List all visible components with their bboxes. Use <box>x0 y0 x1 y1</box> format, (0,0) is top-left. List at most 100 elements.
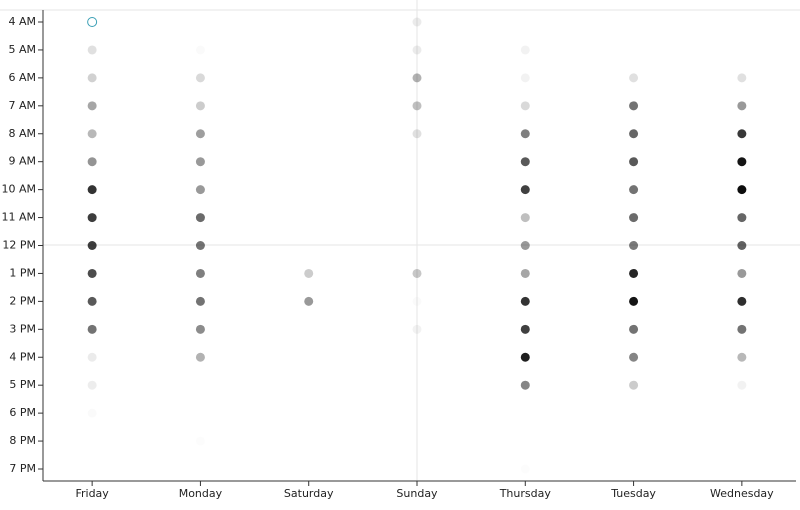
x-tick-label: Tuesday <box>610 487 656 500</box>
dot <box>195 157 205 167</box>
dot-highlighted <box>87 17 98 27</box>
dot <box>520 296 530 306</box>
dot <box>304 296 314 306</box>
dot <box>87 185 97 195</box>
x-tick-label: Saturday <box>284 487 334 500</box>
dot <box>520 324 530 334</box>
dot <box>87 268 97 278</box>
dot <box>737 352 747 362</box>
x-tick-label: Sunday <box>396 487 438 500</box>
dot <box>521 465 530 474</box>
dot <box>629 129 639 139</box>
x-tick-label: Thursday <box>499 487 552 500</box>
dot <box>520 157 530 167</box>
dot <box>195 296 205 306</box>
dot <box>412 73 422 83</box>
dot <box>87 296 97 306</box>
y-tick-label: 8 AM <box>8 127 36 140</box>
y-tick-label: 4 PM <box>9 350 36 363</box>
dot <box>87 213 97 223</box>
dot <box>629 157 639 167</box>
dot <box>520 241 530 250</box>
dot <box>629 296 639 306</box>
dot <box>87 241 97 250</box>
y-tick-label: 11 AM <box>1 211 36 224</box>
dot <box>629 352 639 362</box>
dot <box>737 101 747 111</box>
dot <box>629 241 639 250</box>
dot <box>520 129 530 139</box>
dot <box>520 352 530 362</box>
dot <box>413 297 422 306</box>
dot <box>412 45 422 55</box>
dot <box>629 213 639 223</box>
dot <box>412 129 422 139</box>
y-tick-label: 10 AM <box>1 183 36 196</box>
dot <box>520 213 530 223</box>
dot <box>304 268 314 278</box>
dot <box>520 73 530 83</box>
y-tick-label: 7 PM <box>9 462 36 475</box>
dot <box>412 101 422 111</box>
dot <box>87 73 97 83</box>
dot <box>195 185 205 195</box>
dot <box>737 296 747 306</box>
dot <box>520 101 530 111</box>
dot <box>196 45 205 54</box>
dot <box>196 437 205 446</box>
dot <box>629 268 639 278</box>
dot <box>195 101 205 111</box>
dot <box>629 185 639 195</box>
dot <box>412 324 422 334</box>
dot <box>87 129 97 139</box>
dot <box>737 268 747 278</box>
y-tick-label: 6 AM <box>8 71 36 84</box>
x-tick-label: Wednesday <box>710 487 774 500</box>
dot <box>737 185 747 195</box>
dot <box>737 157 747 167</box>
dot <box>87 101 97 111</box>
dot <box>520 380 530 390</box>
dot <box>195 268 205 278</box>
dot <box>195 241 205 250</box>
dot <box>195 213 205 223</box>
y-tick-label: 5 PM <box>9 378 36 391</box>
y-tick-label: 5 AM <box>8 43 36 56</box>
dot <box>87 324 97 334</box>
y-tick-label: 4 AM <box>8 15 36 28</box>
dot <box>195 324 205 334</box>
dot <box>520 185 530 195</box>
dot <box>412 268 422 278</box>
dot <box>520 45 530 55</box>
dot <box>629 324 639 334</box>
y-tick-label: 3 PM <box>9 322 36 335</box>
dot <box>737 241 747 250</box>
dot <box>737 380 747 390</box>
dot <box>195 129 205 139</box>
dot <box>87 157 97 167</box>
dot <box>629 101 639 111</box>
dot <box>412 17 422 27</box>
dot <box>87 380 97 390</box>
dot <box>629 73 639 83</box>
y-tick-label: 8 PM <box>9 434 36 447</box>
dot <box>737 324 747 334</box>
y-tick-label: 9 AM <box>8 155 36 168</box>
dot <box>195 352 205 362</box>
dot <box>195 73 205 83</box>
x-tick-label: Friday <box>75 487 109 500</box>
dot <box>88 409 97 418</box>
y-tick-label: 1 PM <box>9 266 36 279</box>
y-tick-label: 6 PM <box>9 406 36 419</box>
x-tick-label: Monday <box>179 487 223 500</box>
dot <box>737 73 747 83</box>
dot <box>87 45 97 55</box>
dot <box>87 352 97 362</box>
dot <box>520 268 530 278</box>
dot <box>737 213 747 223</box>
dot <box>629 380 639 390</box>
y-tick-label: 7 AM <box>8 99 36 112</box>
y-tick-label: 2 PM <box>9 294 36 307</box>
y-tick-label: 12 PM <box>2 239 36 252</box>
